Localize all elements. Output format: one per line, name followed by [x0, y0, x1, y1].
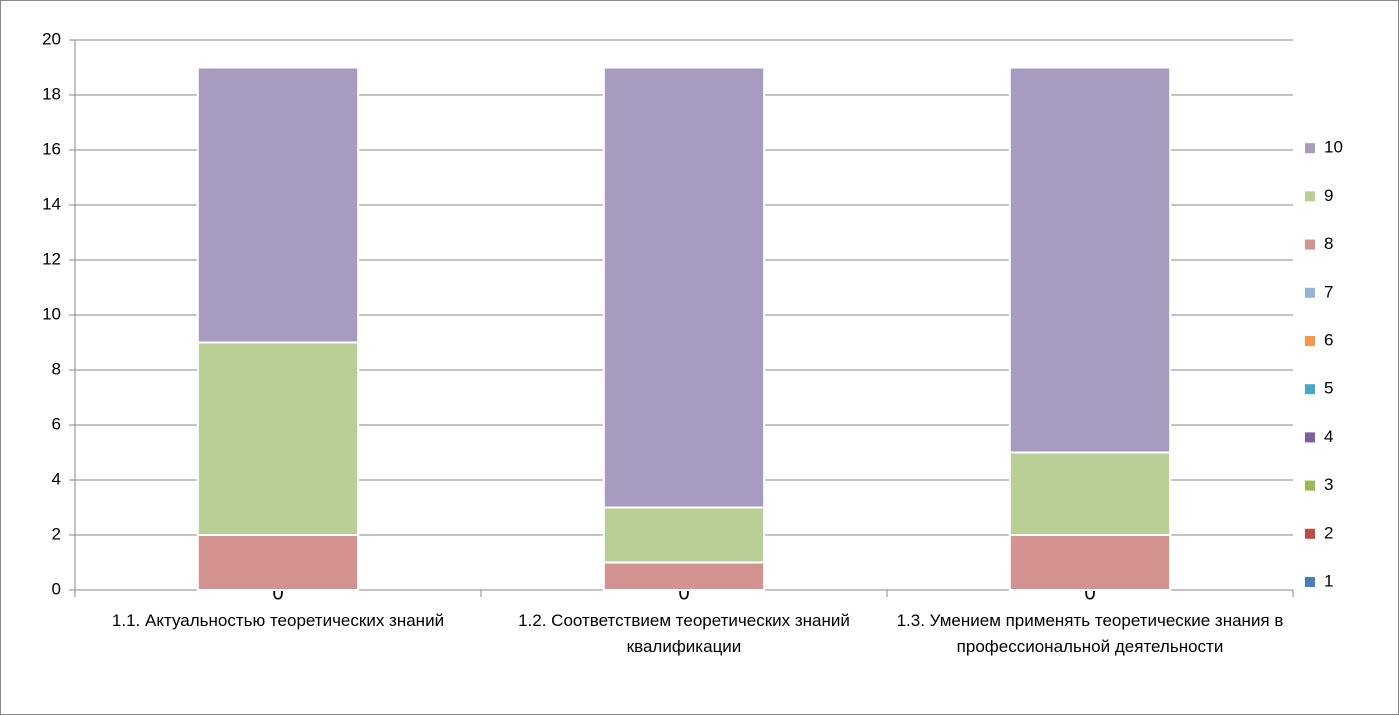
legend-label: 5	[1324, 379, 1333, 398]
legend-label: 4	[1324, 427, 1333, 446]
y-tick-label: 4	[52, 469, 61, 488]
legend-swatch	[1305, 528, 1315, 539]
legend-label: 9	[1324, 186, 1333, 205]
y-tick-label: 2	[52, 524, 61, 543]
legend-swatch	[1305, 239, 1315, 250]
bar-segment	[1008, 66, 1172, 454]
legend-label: 3	[1324, 475, 1333, 494]
y-tick-label: 14	[42, 194, 61, 213]
bar-segment	[602, 561, 766, 591]
y-tick-label: 10	[42, 304, 61, 323]
legend-label: 6	[1324, 330, 1333, 349]
legend-label: 2	[1324, 523, 1333, 542]
bar-segment	[196, 534, 360, 591]
data-label: 0	[272, 582, 283, 604]
legend-label: 7	[1324, 282, 1333, 301]
y-tick-label: 12	[42, 249, 61, 268]
bar-segment	[1008, 534, 1172, 591]
x-tick-label: 1.2. Соответствием теоретических знаний …	[518, 611, 850, 656]
legend-label: 8	[1324, 234, 1333, 253]
legend-swatch	[1305, 480, 1315, 491]
y-tick-label: 20	[42, 29, 61, 48]
y-tick-label: 8	[52, 359, 61, 378]
legend-swatch	[1305, 336, 1315, 346]
legend-swatch	[1305, 191, 1315, 202]
legend-swatch	[1305, 432, 1315, 443]
bar-segment	[196, 341, 360, 536]
y-tick-label: 0	[52, 579, 61, 598]
data-label: 0	[1084, 582, 1095, 604]
x-tick-label: 1.1. Актуальностью теоретических знаний	[111, 611, 445, 630]
x-tick-label: 1.3. Умением применять теоретические зна…	[896, 611, 1284, 656]
bar-segment	[602, 66, 766, 509]
legend-swatch	[1305, 577, 1315, 587]
legend-swatch	[1305, 287, 1315, 298]
bar-segment	[196, 66, 360, 344]
legend-swatch	[1305, 384, 1315, 395]
y-tick-label: 16	[42, 139, 61, 158]
bar-segment	[1008, 451, 1172, 536]
y-tick-label: 18	[42, 84, 61, 103]
y-tick-label: 6	[52, 414, 61, 433]
legend-label: 10	[1324, 138, 1343, 157]
bar-segment	[602, 506, 766, 564]
data-label: 0	[678, 582, 689, 604]
legend-swatch	[1305, 143, 1315, 154]
legend-label: 1	[1324, 571, 1333, 590]
